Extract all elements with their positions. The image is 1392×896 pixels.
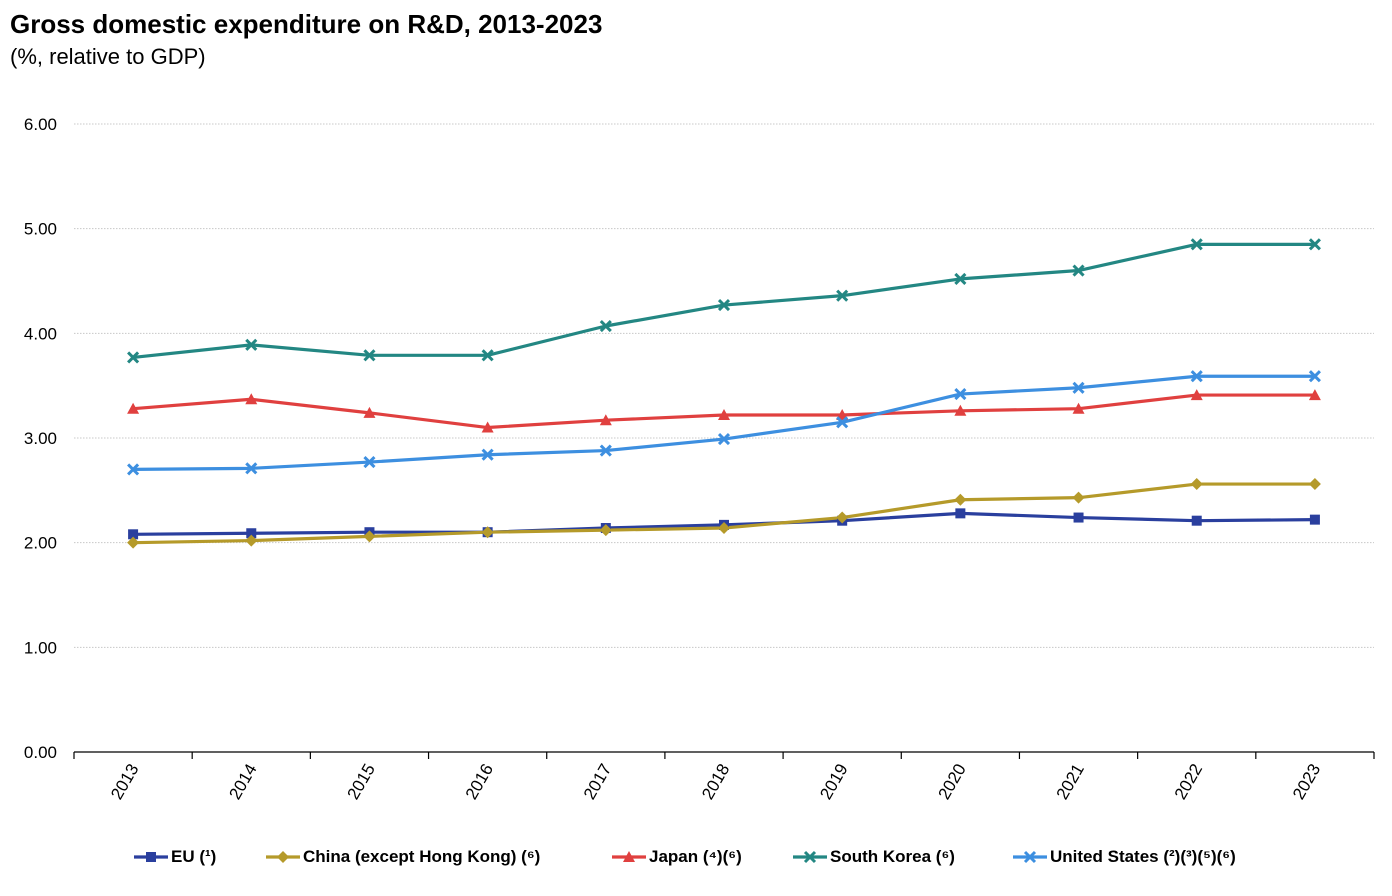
data-point	[1072, 491, 1085, 504]
x-tick-label: 2019	[816, 761, 851, 803]
chart-title: Gross domestic expenditure on R&D, 2013-…	[10, 9, 603, 39]
data-point	[127, 402, 140, 414]
legend-swatch	[793, 850, 827, 864]
data-point	[245, 534, 258, 547]
y-tick-label: 4.00	[24, 324, 57, 343]
data-point	[1072, 381, 1085, 394]
data-point	[363, 530, 376, 543]
x-tick-label: 2013	[107, 761, 142, 803]
data-point	[954, 404, 967, 416]
x-tick-label: 2021	[1053, 761, 1088, 803]
data-point	[1190, 478, 1203, 491]
x-tick-label: 2018	[698, 761, 733, 803]
data-point	[836, 416, 849, 429]
legend-label: EU (¹)	[171, 847, 217, 866]
data-point	[481, 448, 494, 461]
y-tick-label: 3.00	[24, 429, 57, 448]
data-point	[718, 522, 730, 535]
data-point	[245, 393, 258, 405]
legend-label: United States (²)(³)(⁵)(⁶)	[1050, 847, 1236, 866]
x-tick-label: 2023	[1289, 761, 1324, 803]
data-point	[246, 528, 257, 539]
legend-swatch	[266, 851, 300, 863]
data-point	[363, 406, 376, 418]
data-point	[481, 349, 494, 362]
data-point	[955, 508, 966, 519]
data-point	[718, 408, 730, 420]
legend-item: South Korea (⁶)	[792, 842, 955, 872]
legend-item: EU (¹)	[133, 842, 216, 872]
legend-label: China (except Hong Kong) (⁶)	[303, 847, 541, 866]
x-tick-label: 2022	[1171, 761, 1206, 803]
x-tick-label: 2017	[580, 761, 615, 803]
data-point	[363, 349, 376, 362]
data-point	[599, 444, 612, 457]
legend: EU (¹) China (except Hong Kong) (⁶) Japan …	[0, 842, 1392, 872]
legend-swatch	[134, 852, 168, 862]
legend-item: China (except Hong Kong) (⁶)	[265, 842, 540, 872]
x-tick-label: 2014	[225, 761, 260, 803]
series-line-3	[132, 242, 1315, 359]
legend-label: Japan (⁴)(⁶)	[649, 847, 742, 866]
legend-item: Japan (⁴)(⁶)	[611, 842, 742, 872]
data-point	[127, 351, 140, 364]
data-point	[1309, 514, 1320, 525]
legend-swatch	[612, 851, 646, 862]
x-tick-label: 2015	[344, 761, 379, 803]
chart-subtitle: (%, relative to GDP)	[10, 44, 206, 69]
legend-swatch	[1013, 850, 1047, 864]
data-point	[1308, 370, 1321, 383]
y-tick-label: 6.00	[24, 115, 57, 134]
data-point	[1190, 238, 1203, 251]
y-tick-label: 0.00	[24, 743, 57, 762]
x-tick-label: 2020	[934, 761, 969, 803]
data-point	[599, 414, 612, 426]
y-tick-label: 1.00	[24, 638, 57, 657]
data-point	[481, 526, 494, 539]
data-point	[1308, 238, 1321, 251]
series-line-4	[133, 374, 1315, 471]
gridlines	[74, 123, 1374, 648]
data-point	[245, 338, 258, 351]
data-point	[1072, 264, 1085, 277]
data-point	[954, 493, 967, 506]
data-point	[1190, 370, 1203, 383]
data-point	[1190, 389, 1203, 401]
data-point	[1072, 402, 1085, 414]
y-tick-label: 2.00	[24, 534, 57, 553]
y-tick-label: 5.00	[24, 220, 57, 239]
data-point	[127, 536, 140, 549]
series-lines	[132, 242, 1315, 545]
data-point	[954, 272, 967, 285]
data-point	[1073, 512, 1084, 523]
data-point	[363, 456, 376, 469]
data-point	[717, 299, 731, 312]
data-point	[1308, 389, 1321, 401]
data-point	[599, 524, 612, 537]
data-point	[836, 289, 849, 302]
axes: 0.00 1.00 2.00 3.00 4.00 5.00 6.00 2013 2014 2015…	[24, 115, 1375, 803]
series-markers	[127, 238, 1321, 549]
data-point	[1308, 478, 1321, 491]
x-tick-label: 2016	[462, 761, 497, 803]
legend-item: United States (²)(³)(⁵)(⁶)	[1012, 842, 1236, 872]
data-point	[127, 463, 140, 476]
data-point	[1191, 515, 1202, 526]
data-point	[128, 529, 139, 540]
legend-label: South Korea (⁶)	[830, 847, 955, 866]
data-point	[954, 387, 967, 401]
data-point	[717, 432, 731, 446]
data-point	[836, 511, 849, 524]
data-point	[599, 319, 612, 333]
data-point	[481, 421, 494, 433]
data-point	[245, 462, 258, 475]
